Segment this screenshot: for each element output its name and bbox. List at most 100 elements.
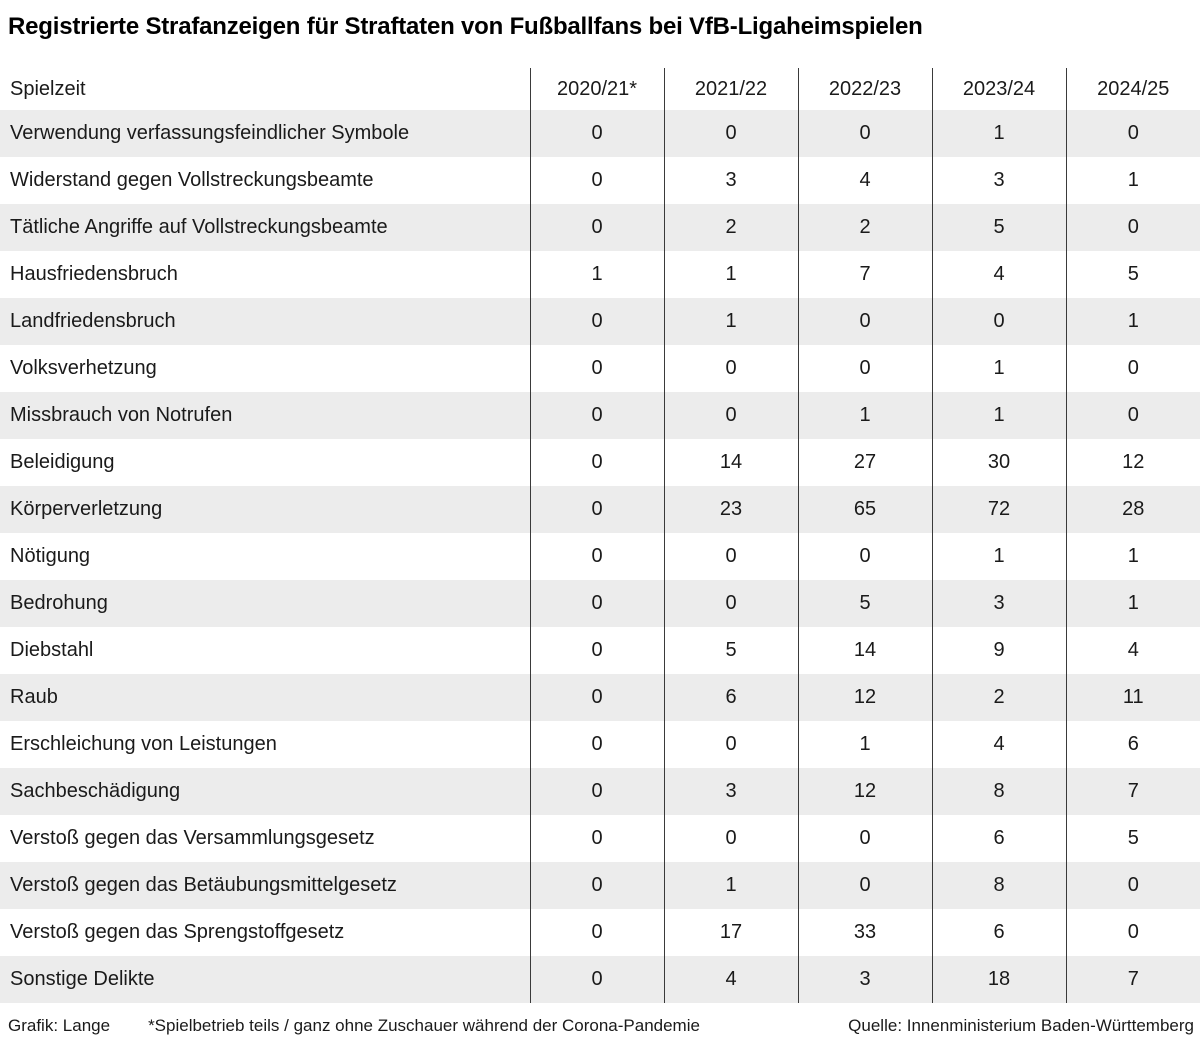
table-row: Verstoß gegen das Sprengstoffgesetz 0 17 33…	[0, 909, 1200, 956]
cell-value: 30	[931, 439, 1066, 486]
cell-value: 0	[529, 909, 664, 956]
cell-value: 6	[931, 815, 1066, 862]
cell-value: 0	[529, 674, 664, 721]
cell-value: 0	[797, 345, 932, 392]
cell-value: 0	[797, 298, 932, 345]
cell-value: 6	[931, 909, 1066, 956]
row-label: Widerstand gegen Vollstreckungsbeamte	[10, 169, 374, 191]
cell-value: 65	[797, 486, 932, 533]
cell-value: 1	[931, 110, 1066, 157]
row-label: Hausfriedensbruch	[10, 263, 178, 285]
cell-value: 5	[931, 204, 1066, 251]
cell-value: 2	[797, 204, 932, 251]
cell-value: 5	[797, 580, 932, 627]
source-credit: Quelle: Innenministerium Baden-Württembe…	[848, 1016, 1194, 1035]
page-title: Registrierte Strafanzeigen für Straftate…	[8, 13, 923, 40]
cell-value: 3	[931, 580, 1066, 627]
cell-value: 0	[797, 533, 932, 580]
table-row: Sachbeschädigung 0 3 12 8 7	[0, 768, 1200, 815]
cell-value: 1	[797, 392, 932, 439]
crime-statistics-table: Spielzeit 2020/21* 2021/22 2022/23 2023/24 20…	[0, 68, 1200, 1003]
row-label: Volksverhetzung	[10, 357, 157, 379]
cell-value: 5	[663, 627, 798, 674]
cell-value: 0	[529, 439, 664, 486]
cell-value: 0	[1065, 909, 1200, 956]
cell-value: 1	[1065, 298, 1200, 345]
row-label: Sachbeschädigung	[10, 780, 181, 802]
cell-value: 0	[529, 157, 664, 204]
footer: Grafik: Lange *Spielbetrieb teils / ganz…	[0, 1016, 1200, 1036]
cell-value: 1	[931, 392, 1066, 439]
cell-value: 0	[1065, 110, 1200, 157]
cell-value: 8	[931, 768, 1066, 815]
cell-value: 27	[797, 439, 932, 486]
corona-footnote: *Spielbetrieb teils / ganz ohne Zuschaue…	[148, 1016, 700, 1035]
cell-value: 5	[1065, 815, 1200, 862]
cell-value: 0	[529, 721, 664, 768]
row-label: Missbrauch von Notrufen	[10, 404, 233, 426]
row-label: Verstoß gegen das Versammlungsgesetz	[10, 827, 375, 849]
table-row: Verwendung verfassungsfeindlicher Symbol…	[0, 110, 1200, 157]
cell-value: 2	[931, 674, 1066, 721]
cell-value: 12	[1065, 439, 1200, 486]
cell-value: 9	[931, 627, 1066, 674]
cell-value: 6	[663, 674, 798, 721]
row-label: Körperverletzung	[10, 498, 163, 520]
row-label: Verstoß gegen das Betäubungsmittelgesetz	[10, 874, 397, 896]
cell-value: 7	[1065, 768, 1200, 815]
cell-value: 0	[529, 298, 664, 345]
header-row: Spielzeit 2020/21* 2021/22 2022/23 2023/24 20…	[0, 68, 1200, 110]
cell-value: 0	[529, 768, 664, 815]
row-label: Erschleichung von Leistungen	[10, 733, 277, 755]
row-label: Diebstahl	[10, 639, 94, 661]
cell-value: 1	[529, 251, 664, 298]
cell-value: 0	[529, 204, 664, 251]
cell-value: 14	[663, 439, 798, 486]
cell-value: 17	[663, 909, 798, 956]
table-row: Volksverhetzung 0 0 0 1 0	[0, 345, 1200, 392]
table-row: Erschleichung von Leistungen 0 0 1 4 6	[0, 721, 1200, 768]
cell-value: 6	[1065, 721, 1200, 768]
cell-value: 0	[529, 345, 664, 392]
row-label: Tätliche Angriffe auf Vollstreckungsbeam…	[10, 216, 388, 238]
table-row: Raub 0 6 12 2 11	[0, 674, 1200, 721]
cell-value: 0	[529, 627, 664, 674]
table-row: Verstoß gegen das Versammlungsgesetz 0 0 0 6…	[0, 815, 1200, 862]
cell-value: 4	[931, 251, 1066, 298]
cell-value: 72	[931, 486, 1066, 533]
cell-value: 1	[1065, 580, 1200, 627]
cell-value: 0	[797, 110, 932, 157]
cell-value: 7	[1065, 956, 1200, 1003]
cell-value: 11	[1065, 674, 1200, 721]
cell-value: 1	[663, 251, 798, 298]
row-label: Verstoß gegen das Sprengstoffgesetz	[10, 921, 345, 943]
table-row: Missbrauch von Notrufen 0 0 1 1 0	[0, 392, 1200, 439]
cell-value: 0	[1065, 392, 1200, 439]
cell-value: 0	[663, 392, 798, 439]
cell-value: 5	[1065, 251, 1200, 298]
cell-value: 8	[931, 862, 1066, 909]
cell-value: 0	[797, 862, 932, 909]
table-row: Widerstand gegen Vollstreckungsbeamte 0 3 4…	[0, 157, 1200, 204]
cell-value: 7	[797, 251, 932, 298]
table-row: Sonstige Delikte 0 4 3 18 7	[0, 956, 1200, 1003]
row-label: Bedrohung	[10, 592, 108, 614]
table-row: Tätliche Angriffe auf Vollstreckungsbeam…	[0, 204, 1200, 251]
column-header-season-4: 2023/24	[931, 68, 1066, 110]
cell-value: 33	[797, 909, 932, 956]
cell-value: 1	[663, 862, 798, 909]
cell-value: 0	[663, 580, 798, 627]
cell-value: 2	[663, 204, 798, 251]
table-body: Verwendung verfassungsfeindlicher Symbol…	[0, 110, 1200, 1003]
cell-value: 0	[529, 815, 664, 862]
cell-value: 1	[663, 298, 798, 345]
row-label: Raub	[10, 686, 58, 708]
cell-value: 12	[797, 674, 932, 721]
table-row: Landfriedensbruch 0 1 0 0 1	[0, 298, 1200, 345]
column-header-season-3: 2022/23	[797, 68, 932, 110]
cell-value: 12	[797, 768, 932, 815]
row-label: Nötigung	[10, 545, 91, 567]
cell-value: 0	[1065, 204, 1200, 251]
table-row: Bedrohung 0 0 5 3 1	[0, 580, 1200, 627]
